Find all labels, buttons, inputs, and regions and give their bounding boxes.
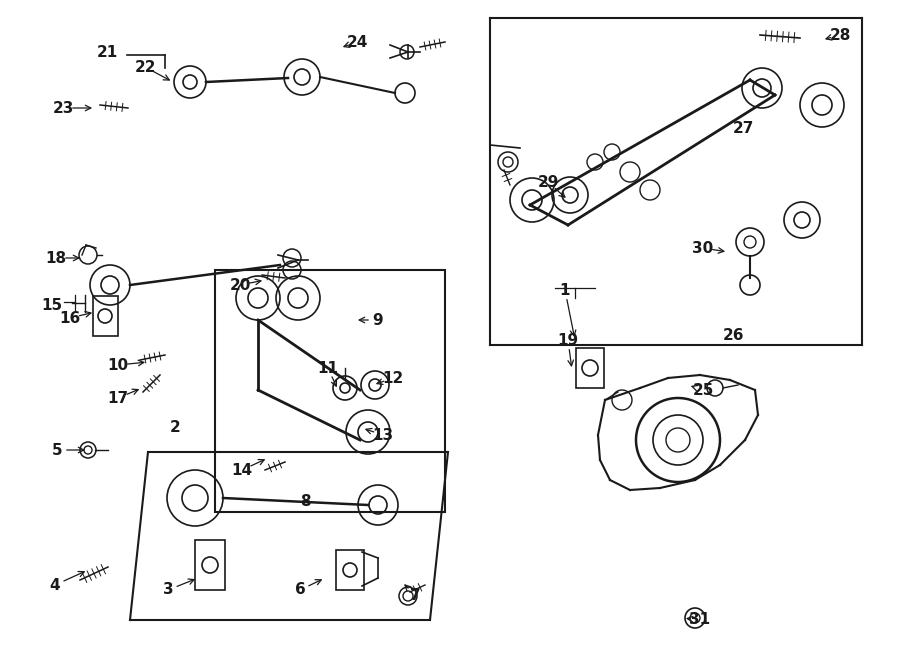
Text: 5: 5 (51, 442, 62, 457)
Text: 12: 12 (382, 371, 403, 385)
Bar (576, 348, 604, 388)
Text: 26: 26 (722, 328, 743, 342)
Text: 8: 8 (300, 495, 310, 510)
Text: 2: 2 (169, 420, 180, 434)
Bar (336, 550, 364, 590)
Bar (215, 270, 445, 512)
Text: 17: 17 (107, 391, 129, 406)
Text: 3: 3 (163, 583, 174, 598)
Text: 23: 23 (52, 101, 74, 115)
Text: 30: 30 (692, 240, 714, 256)
Text: 20: 20 (230, 277, 251, 293)
Text: 10: 10 (107, 357, 129, 373)
Bar (195, 540, 225, 590)
Text: 11: 11 (318, 361, 338, 375)
Text: 16: 16 (59, 310, 81, 326)
Text: 14: 14 (231, 463, 253, 477)
Text: 13: 13 (373, 428, 393, 442)
Text: 6: 6 (294, 583, 305, 598)
Text: 25: 25 (692, 383, 714, 397)
Text: 22: 22 (134, 60, 156, 75)
Text: 9: 9 (373, 312, 383, 328)
Bar (93, 296, 118, 336)
Text: 31: 31 (689, 612, 711, 628)
Text: 28: 28 (829, 28, 850, 42)
Text: 19: 19 (557, 332, 579, 348)
Text: 18: 18 (45, 250, 67, 265)
Text: 7: 7 (410, 587, 420, 602)
Text: 1: 1 (560, 283, 571, 297)
Text: 21: 21 (96, 44, 118, 60)
Text: 15: 15 (41, 297, 63, 312)
Text: 29: 29 (537, 175, 559, 189)
Text: 4: 4 (50, 577, 60, 592)
Text: 27: 27 (733, 120, 753, 136)
Text: 24: 24 (346, 34, 368, 50)
